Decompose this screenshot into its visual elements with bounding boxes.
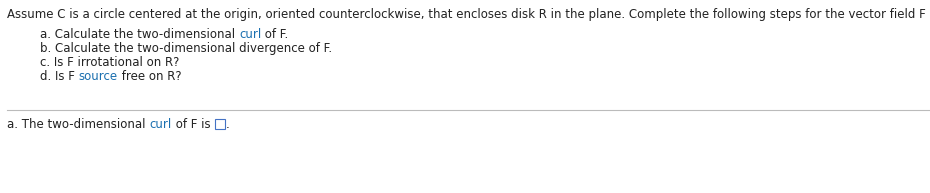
Text: free on R?: free on R?: [118, 70, 181, 83]
Text: d. Is F: d. Is F: [40, 70, 79, 83]
Text: a. The two-dimensional: a. The two-dimensional: [7, 118, 149, 131]
Text: of F is: of F is: [171, 118, 214, 131]
Text: curl: curl: [149, 118, 171, 131]
Text: Assume C is a circle centered at the origin, oriented counterclockwise, that enc: Assume C is a circle centered at the ori…: [7, 8, 930, 21]
Text: b. Calculate the two-dimensional divergence of F.: b. Calculate the two-dimensional diverge…: [40, 42, 332, 55]
Text: source: source: [79, 70, 118, 83]
Text: a. Calculate the two-dimensional: a. Calculate the two-dimensional: [40, 28, 239, 41]
Text: curl: curl: [239, 28, 261, 41]
Text: .: .: [226, 118, 230, 131]
Text: of F.: of F.: [261, 28, 288, 41]
Text: c. Is F irrotational on R?: c. Is F irrotational on R?: [40, 56, 179, 69]
